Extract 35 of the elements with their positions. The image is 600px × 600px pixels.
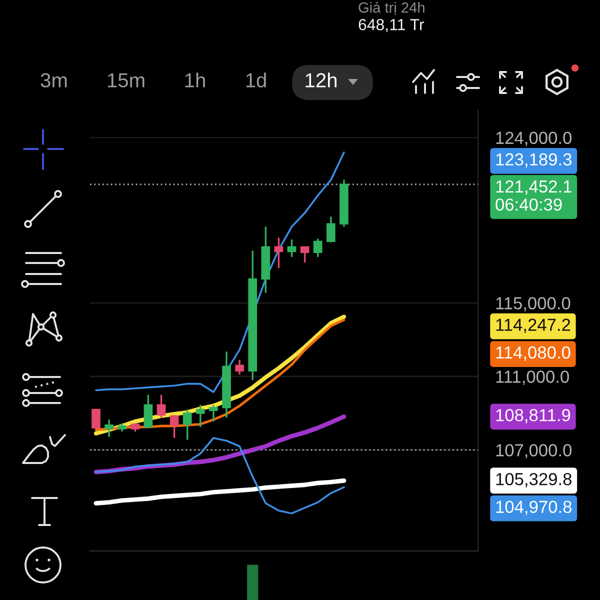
- candlestick: [144, 394, 153, 429]
- candlestick: [182, 408, 192, 441]
- text: 114,080.0: [496, 346, 570, 361]
- text: 114,247.2: [496, 318, 570, 334]
- text: 3m: [40, 73, 67, 88]
- candlestick: [196, 404, 205, 428]
- line-series: [95, 437, 345, 514]
- line-series: [95, 152, 345, 393]
- y-tick-label: 124,000.0: [496, 132, 572, 146]
- candlestick: [326, 216, 336, 244]
- text: 648,11 Tr: [358, 18, 424, 32]
- candlestick: [209, 404, 218, 422]
- candlestick: [92, 408, 100, 429]
- y-tick-label: 107,000.0: [496, 444, 572, 458]
- text: 108,811.9: [496, 409, 570, 424]
- candlestick: [104, 418, 114, 438]
- candlestick: [313, 238, 322, 258]
- y-tick-label: 111,000.0: [496, 370, 569, 385]
- candlestick: [156, 394, 166, 419]
- y-tick-label: 115,000.0: [496, 297, 570, 312]
- text: 15m: [108, 73, 144, 88]
- candlestick: [170, 414, 179, 439]
- text: 1d: [246, 72, 266, 88]
- candlestick: [287, 238, 296, 258]
- text: Giá trị 24h: [358, 2, 424, 15]
- text: 12h: [306, 72, 336, 88]
- line-series: [94, 478, 346, 506]
- candlestick: [300, 246, 310, 264]
- text: 1h: [185, 72, 205, 88]
- candlestick: [274, 236, 284, 269]
- text: 123,189.3: [496, 153, 572, 168]
- ref-line-label: 121,452.1 06:40:39: [496, 180, 572, 211]
- text: 104,970.8: [496, 500, 572, 516]
- candlestick: [235, 359, 244, 376]
- text: 105,329.8: [496, 472, 572, 488]
